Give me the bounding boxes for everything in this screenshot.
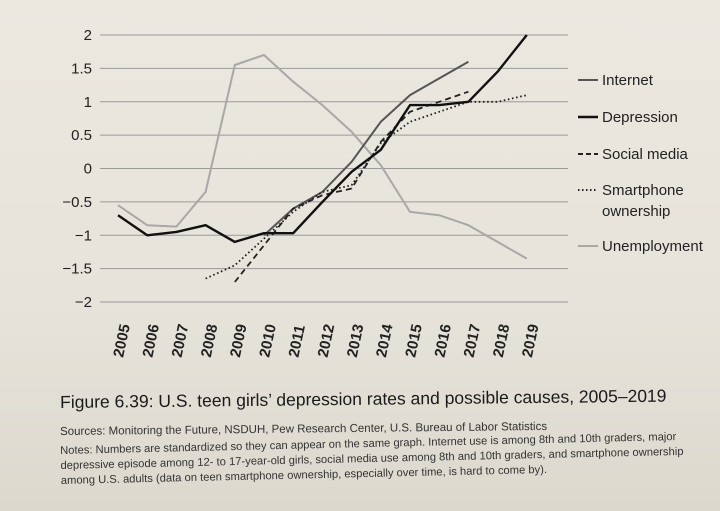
x-tick-label: 2013 [344, 323, 368, 359]
legend-label-social-media: Social media [602, 146, 689, 163]
series-line-depression [117, 34, 528, 244]
y-tick-label: 2 [84, 27, 92, 44]
y-axis-ticks: 2 1.5 1 0.5 0 −0.5 −1 −1.5 −2 [62, 27, 92, 311]
y-tick-label: −0.5 [62, 194, 92, 211]
x-tick-label: 2017 [461, 323, 485, 359]
x-tick-label: 2015 [402, 323, 426, 359]
y-tick-label: 1 [84, 94, 92, 111]
legend: Internet Depression Social media Smartph… [578, 72, 704, 255]
series-layer [117, 34, 528, 283]
x-tick-label: 2018 [490, 323, 514, 359]
x-tick-label: 2007 [169, 323, 193, 359]
grid-layer [100, 34, 568, 303]
x-tick-label: 2011 [285, 323, 308, 358]
x-tick-label: 2012 [315, 323, 339, 359]
x-tick-label: 2009 [227, 323, 251, 359]
x-tick-label: 2008 [198, 323, 222, 359]
x-tick-label: 2016 [431, 323, 455, 359]
series-line-social-media [234, 90, 469, 283]
x-tick-label: 2010 [256, 323, 280, 359]
x-tick-label: 2019 [519, 323, 543, 359]
legend-label-unemployment: Unemployment [602, 238, 704, 255]
y-tick-label: −1.5 [62, 261, 92, 278]
x-axis-ticks: 2005 2006 2007 2008 2009 2010 2011 2012 2013 2014… [110, 322, 542, 359]
y-tick-label: 0.5 [71, 127, 92, 144]
series-line-internet [263, 60, 469, 237]
x-tick-label: 2006 [139, 323, 163, 359]
legend-label-internet: Internet [602, 72, 654, 89]
series-line-unemployment [117, 54, 528, 260]
y-tick-label: −2 [75, 294, 92, 311]
series-line-smartphone-ownership [205, 94, 528, 280]
y-tick-label: 1.5 [71, 60, 92, 77]
y-tick-label: 0 [84, 161, 92, 178]
y-tick-label: −1 [75, 227, 92, 244]
x-tick-label: 2014 [373, 322, 397, 359]
line-chart: 21.510.50−0.5−1−1.5−2 2005 2006 2007 2008 20… [62, 27, 704, 359]
x-tick-label: 2005 [110, 323, 134, 359]
legend-label-smartphone-line2: ownership [602, 203, 670, 220]
legend-label-smartphone-line1: Smartphone [602, 182, 684, 199]
figure-notes: Notes: Numbers are standardized so they … [60, 431, 684, 487]
legend-label-depression: Depression [602, 109, 678, 126]
